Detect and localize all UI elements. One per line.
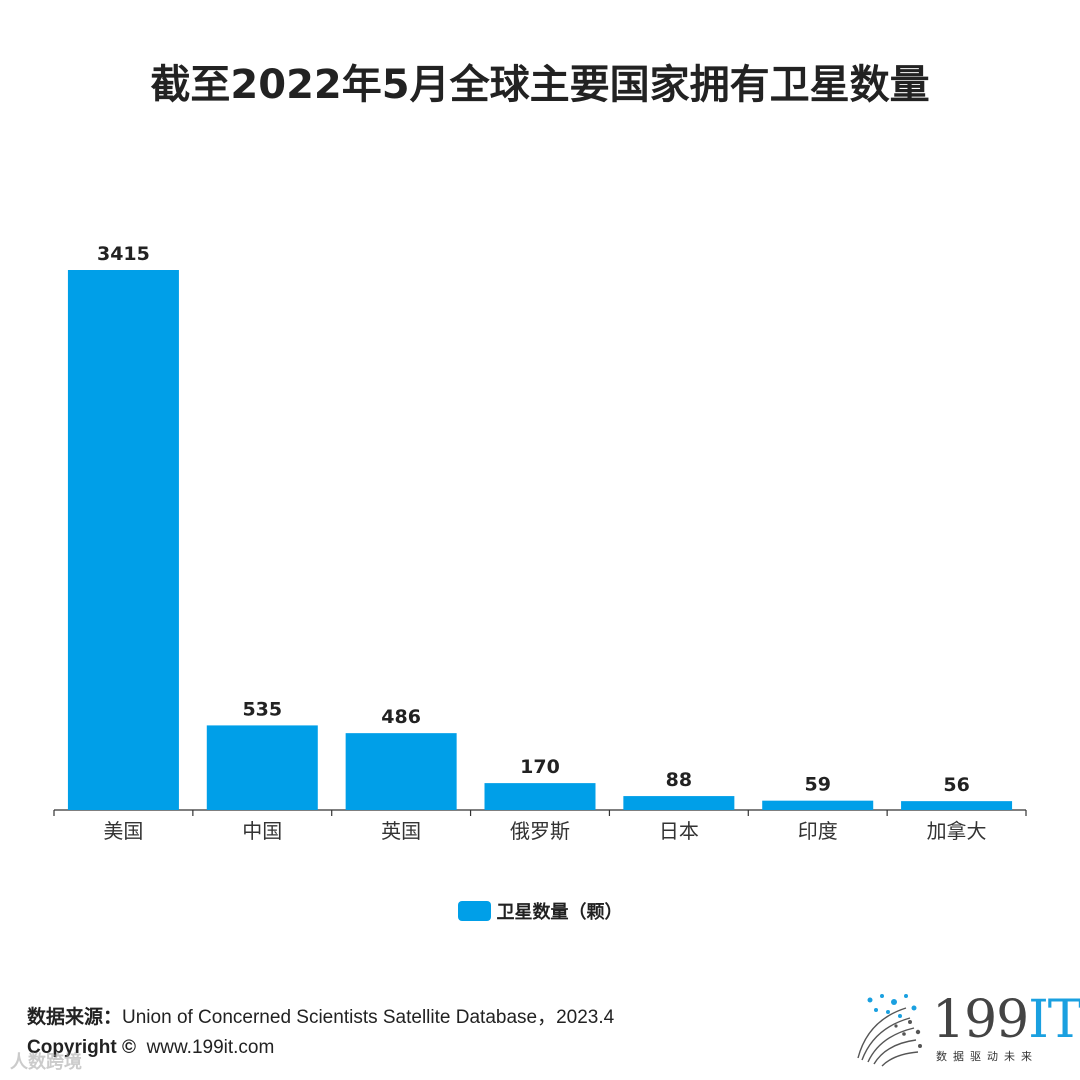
- bar: [901, 801, 1013, 810]
- bar-value-label: 88: [666, 769, 692, 791]
- bar-value-label: 486: [381, 706, 421, 728]
- source-text: Union of Concerned Scientists Satellite …: [122, 1007, 615, 1028]
- bar-value-label: 3415: [97, 243, 150, 265]
- logo-dots-icon: [857, 994, 922, 1067]
- source-label: 数据来源：: [27, 1007, 123, 1028]
- copyright-url: www.199it.com: [146, 1037, 275, 1058]
- bar: [206, 725, 318, 810]
- bar: [67, 270, 179, 810]
- logo: 199IT 数据驱动未来: [848, 990, 1080, 1070]
- logo-name: 199: [932, 990, 1029, 1050]
- category-label: 俄罗斯: [510, 819, 570, 843]
- bar-value-label: 56: [943, 774, 969, 796]
- chart-title: 截至2022年5月全球主要国家拥有卫星数量: [150, 62, 930, 108]
- category-label: 加拿大: [927, 819, 987, 843]
- copyright: Copyright © www.199it.com: [27, 1037, 274, 1059]
- copyright-label: Copyright ©: [27, 1037, 136, 1058]
- category-label: 美国: [103, 819, 143, 843]
- bar: [484, 783, 596, 810]
- category-label: 日本: [659, 819, 699, 843]
- watermark: 人数跨境: [10, 1052, 82, 1073]
- bar: [345, 733, 457, 810]
- legend-label: 卫星数量（颗）: [496, 902, 623, 923]
- bar-value-label: 170: [520, 756, 560, 778]
- bar-chart: 3415 美国 535 中国 486 英国 170 俄罗斯 88 日本 59 印度 56 加拿大: [53, 243, 1027, 843]
- bar-value-label: 59: [804, 774, 830, 796]
- data-source: 数据来源：Union of Concerned Scientists Satel…: [27, 1002, 614, 1029]
- legend: 卫星数量（颗）: [0, 898, 1080, 924]
- legend-swatch: [457, 901, 491, 921]
- category-label: 印度: [798, 819, 838, 843]
- category-label: 英国: [381, 819, 421, 843]
- category-label: 中国: [242, 819, 282, 843]
- logo-accent: IT: [1028, 990, 1080, 1050]
- bar: [623, 796, 735, 810]
- bar-value-label: 535: [242, 698, 282, 720]
- logo-tagline: 数据驱动未来: [936, 1050, 1038, 1063]
- bar: [762, 800, 874, 810]
